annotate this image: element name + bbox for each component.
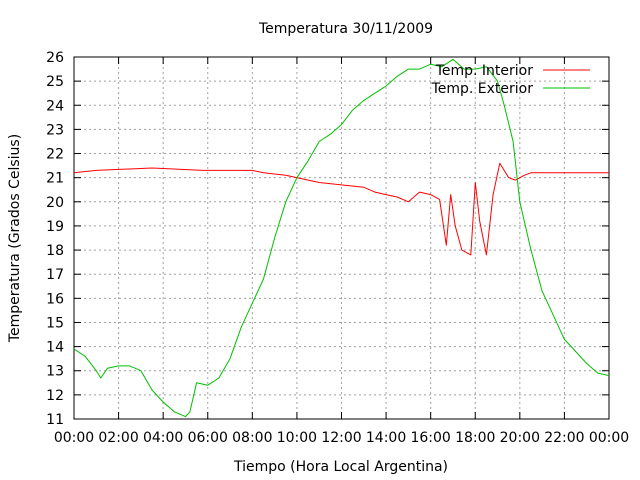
y-tick-label: 23 (46, 122, 64, 138)
axis-ticks: 00:00 02:00 04:00 06:00 08:00 10:00 12:00 14:00… (46, 50, 629, 446)
y-tick-label: 13 (46, 364, 64, 380)
x-tick-label: 02:00 (98, 430, 138, 446)
x-tick-label: 06:00 (188, 430, 228, 446)
x-tick-label: 00:00 (589, 430, 629, 446)
x-tick-label: 04:00 (143, 430, 183, 446)
chart-title: Temperatura 30/11/2009 (258, 21, 433, 37)
legend-label: Temp. Interior (435, 63, 534, 79)
y-tick-label: 19 (46, 219, 64, 235)
legend: Temp. Interior Temp. Exterior (431, 63, 590, 97)
series-lines (73, 58, 610, 418)
y-tick-label: 12 (46, 388, 64, 404)
x-tick-label: 08:00 (232, 430, 272, 446)
y-tick-label: 25 (46, 74, 64, 90)
y-tick-label: 21 (46, 171, 64, 187)
x-tick-label: 18:00 (455, 430, 495, 446)
x-tick-label: 00:00 (54, 430, 94, 446)
x-tick-label: 20:00 (500, 430, 540, 446)
y-tick-label: 11 (46, 412, 64, 428)
y-tick-label: 22 (46, 147, 64, 163)
y-tick-label: 18 (46, 243, 64, 259)
x-tick-label: 10:00 (277, 430, 317, 446)
x-tick-label: 12:00 (321, 430, 361, 446)
y-tick-label: 17 (46, 267, 64, 283)
legend-label: Temp. Exterior (431, 81, 534, 97)
series-line-exterior (73, 58, 610, 418)
y-tick-label: 16 (46, 291, 64, 307)
y-tick-label: 20 (46, 195, 64, 211)
y-tick-label: 14 (46, 340, 64, 356)
y-tick-label: 15 (46, 315, 64, 331)
grid (74, 57, 609, 419)
x-tick-label: 16:00 (410, 430, 450, 446)
x-tick-label: 22:00 (544, 430, 584, 446)
y-axis-label: Temperatura (Grados Celsius) (7, 134, 23, 343)
x-axis-label: Tiempo (Hora Local Argentina) (233, 459, 448, 475)
y-tick-label: 26 (46, 50, 64, 66)
y-tick-label: 24 (46, 98, 64, 114)
series-line-interior (73, 162, 609, 256)
x-tick-label: 14:00 (366, 430, 406, 446)
